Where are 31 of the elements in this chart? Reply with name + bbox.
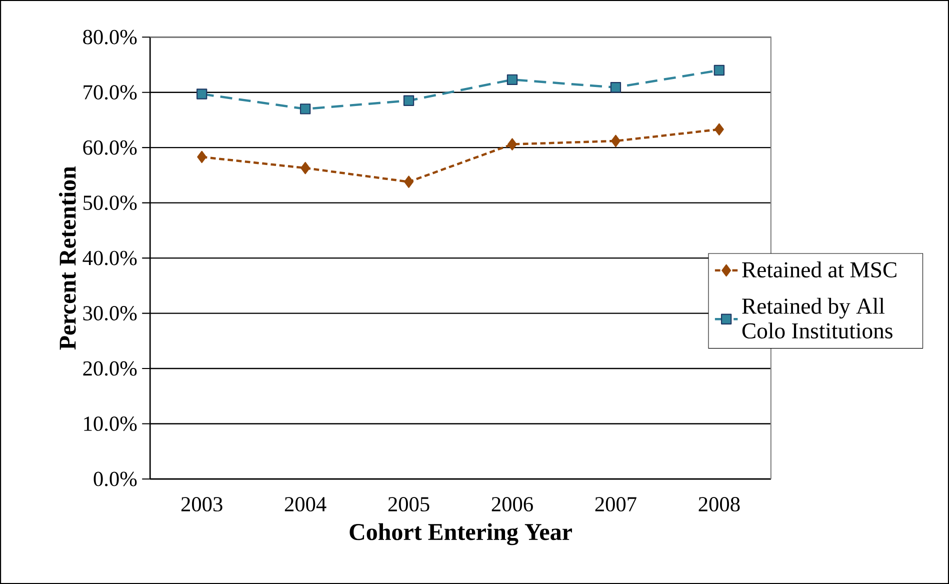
x-axis-title: Cohort Entering Year	[350, 523, 572, 546]
y-tick-label: 40.0%	[82, 250, 137, 266]
point	[714, 64, 725, 76]
point	[300, 104, 311, 114]
y-tick-label: 0.0%	[94, 472, 137, 486]
point	[506, 74, 518, 85]
y-tick-label: 30.0%	[83, 306, 137, 320]
x-tick-label: 2004	[284, 496, 326, 512]
y-tick-label: 70.0%	[84, 85, 137, 100]
legend-label: Retained at MSC	[742, 261, 896, 278]
y-tick-label: 20.0%	[83, 361, 137, 376]
x-tick-label: 2006	[492, 496, 533, 512]
point	[610, 82, 622, 93]
x-tick-label: 2007	[595, 496, 636, 512]
x-tick-label: 2005	[388, 496, 430, 512]
point	[197, 150, 207, 164]
y-axis-title: Percent Retention	[58, 166, 76, 350]
y-tick-label: 50.0%	[84, 196, 137, 210]
legend-label: Retained by All Colo Institutions	[742, 298, 892, 338]
point	[610, 134, 620, 148]
x-tick-label: 2008	[698, 496, 740, 512]
point	[714, 123, 724, 136]
x-tick-label: 2003	[181, 496, 222, 512]
point	[404, 176, 414, 188]
point	[196, 88, 208, 100]
y-tick-label: 80.0%	[83, 30, 137, 44]
point	[403, 95, 414, 106]
y-tick-label: 10.0%	[84, 416, 137, 431]
y-tick-label: 60.0%	[83, 140, 137, 155]
point	[508, 138, 517, 150]
point	[300, 162, 310, 174]
